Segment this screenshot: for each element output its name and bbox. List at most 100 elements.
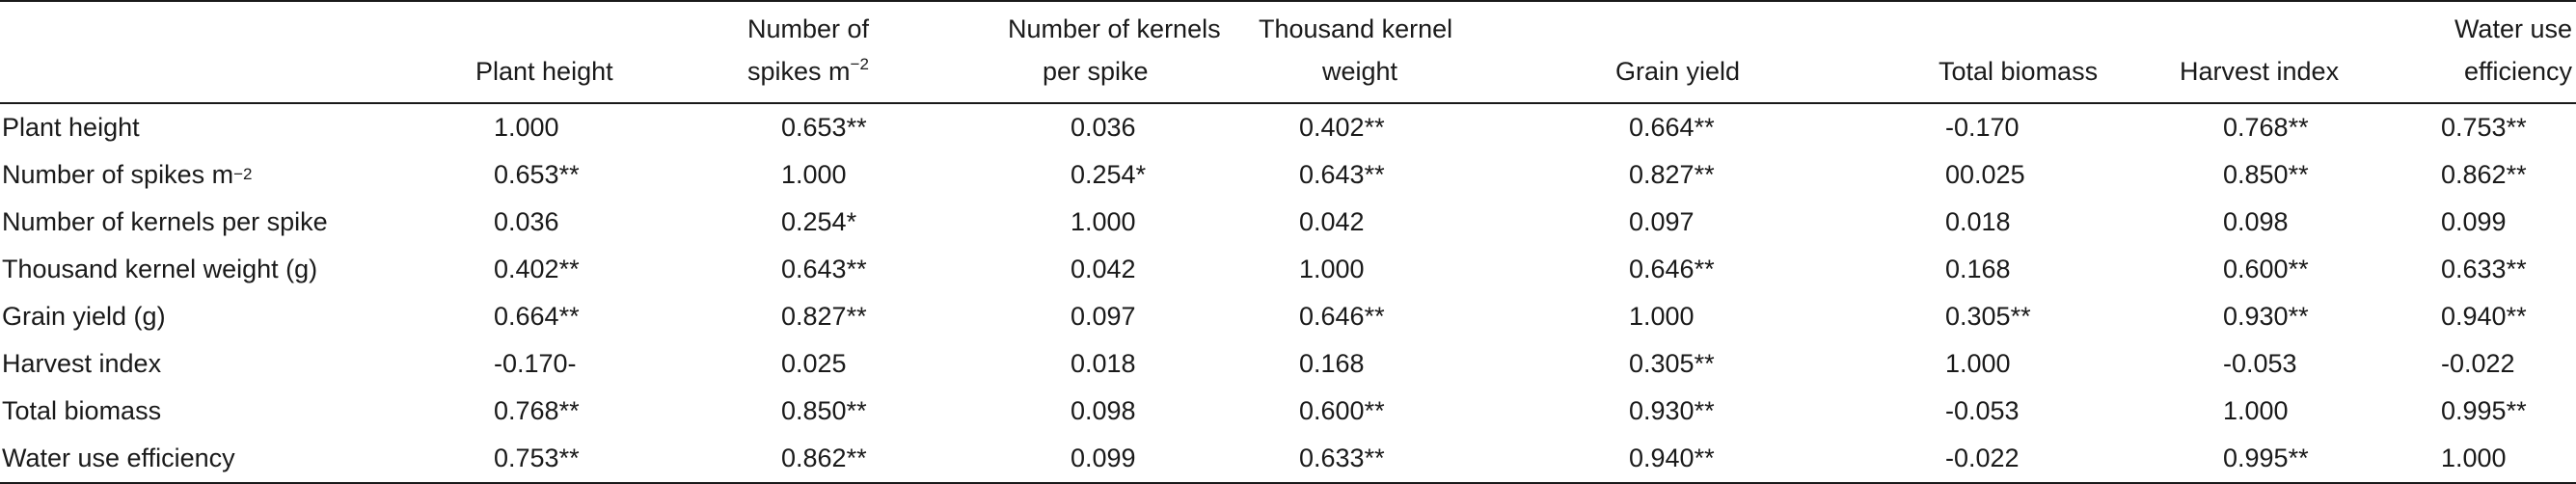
table-cell: 0.633** — [2441, 255, 2527, 283]
table-cell: 0.168 — [1945, 255, 2011, 283]
table-header: Plant height Number of spikes m−2 Number… — [0, 1, 2576, 104]
table-cell: 0.018 — [1071, 349, 1136, 378]
row-label: Harvest index — [0, 340, 410, 388]
column-header-spikes: Number of spikes m−2 — [699, 1, 984, 104]
column-header-line-2: spikes m — [747, 57, 851, 86]
table-cell: 0.862** — [781, 444, 867, 472]
table-cell: 0.753** — [494, 444, 580, 472]
table-cell: 0.097 — [1629, 207, 1695, 236]
table-cell: 0.995** — [2223, 444, 2309, 472]
column-header-text: Total biomass — [1939, 57, 2099, 86]
column-header-line-2: per spike — [1043, 57, 1149, 86]
row-label-text: Number of spikes m — [2, 160, 234, 189]
row-label-text: Water use efficiency — [2, 444, 235, 472]
table-cell: 0.768** — [2223, 113, 2309, 142]
table-cell: 0.098 — [1071, 396, 1136, 425]
table-cell: 1.000 — [1629, 302, 1695, 331]
table-cell: 0.036 — [1071, 113, 1136, 142]
table-cell: 0.827** — [781, 302, 867, 331]
row-label-text: Thousand kernel weight (g) — [2, 255, 318, 283]
column-header-kernels-per-spike: Number of kernels per spike — [984, 1, 1259, 104]
table-cell: 0.402** — [1299, 113, 1385, 142]
table-cell: 1.000 — [781, 160, 847, 189]
table-cell: 1.000 — [1299, 255, 1365, 283]
table-cell: -0.022 — [2441, 349, 2515, 378]
table-cell: 0.042 — [1071, 255, 1136, 283]
table-cell: 0.646** — [1629, 255, 1715, 283]
column-header-line-1: Number of kernels — [1008, 14, 1221, 43]
table-cell: 1.000 — [2441, 444, 2507, 472]
column-header-text: Harvest index — [2180, 57, 2340, 86]
table-cell: -0.053 — [1945, 396, 2020, 425]
table-cell: 0.664** — [1629, 113, 1715, 142]
table-cell: 0.995** — [2441, 396, 2527, 425]
table-row: Grain yield (g) 0.664** 0.827** 0.097 0.646*… — [0, 293, 2576, 340]
column-header-text: Grain yield — [1615, 57, 1741, 86]
column-header-plant-height: Plant height — [410, 1, 699, 104]
table-cell: 0.600** — [1299, 396, 1385, 425]
column-header-line-1: Thousand kernel — [1259, 14, 1453, 43]
table-row: Harvest index -0.170- 0.025 0.018 0.168 0.305… — [0, 340, 2576, 388]
column-header-line-1: Water use — [2454, 14, 2572, 43]
table-cell: -0.170- — [494, 349, 577, 378]
column-header-line-2: efficiency — [2463, 57, 2572, 86]
table-row: Water use efficiency 0.753** 0.862** 0.099 0… — [0, 435, 2576, 483]
header-corner — [0, 1, 410, 104]
column-header-grain-yield: Grain yield — [1538, 1, 1832, 104]
header-row: Plant height Number of spikes m−2 Number… — [0, 1, 2576, 104]
table-cell: 0.753** — [2441, 113, 2527, 142]
column-header-text: Plant height — [475, 57, 613, 86]
row-label: Thousand kernel weight (g) — [0, 246, 410, 293]
table-cell: 0.305** — [1945, 302, 2031, 331]
table-cell: -0.170 — [1945, 113, 2020, 142]
column-header-water-use-efficiency: Water use efficiency — [2387, 1, 2576, 104]
table-cell: 0.254* — [781, 207, 857, 236]
table-cell: 0.653** — [781, 113, 867, 142]
row-label-text: Plant height — [2, 113, 140, 142]
row-label: Water use efficiency — [0, 435, 410, 483]
table-cell: -0.022 — [1945, 444, 2020, 472]
row-label-text: Harvest index — [2, 349, 162, 378]
table-row: Total biomass 0.768** 0.850** 0.098 0.600** 0… — [0, 388, 2576, 435]
column-header-harvest-index: Harvest index — [2107, 1, 2387, 104]
column-header-thousand-kernel-weight: Thousand kernel weight — [1259, 1, 1538, 104]
table-cell: 0.042 — [1299, 207, 1365, 236]
table-cell: 1.000 — [2223, 396, 2289, 425]
table-row: Plant height 1.000 0.653** 0.036 0.402** 0.66… — [0, 103, 2576, 151]
table-cell: 0.097 — [1071, 302, 1136, 331]
table-cell: 0.099 — [1071, 444, 1136, 472]
row-label-text: Total biomass — [2, 396, 162, 425]
row-label: Grain yield (g) — [0, 293, 410, 340]
table-row: Number of spikes m−2 0.653** 1.000 0.254* 0.… — [0, 151, 2576, 199]
table-cell: 0.168 — [1299, 349, 1365, 378]
row-label-text: Grain yield (g) — [2, 302, 166, 331]
superscript: −2 — [233, 165, 253, 183]
table-cell: 0.768** — [494, 396, 580, 425]
column-header-line-2: weight — [1322, 57, 1398, 86]
table-cell: 0.940** — [2441, 302, 2527, 331]
row-label: Number of kernels per spike — [0, 199, 410, 246]
table-cell: 0.633** — [1299, 444, 1385, 472]
table-cell: 0.025 — [781, 349, 847, 378]
table-cell: 0.254* — [1071, 160, 1147, 189]
table-cell: 1.000 — [494, 113, 559, 142]
row-label-text: Number of kernels per spike — [2, 207, 328, 236]
row-label: Number of spikes m−2 — [0, 151, 410, 199]
row-label: Plant height — [0, 103, 410, 151]
table-row: Number of kernels per spike 0.036 0.254* 1.… — [0, 199, 2576, 246]
table-cell: 0.940** — [1629, 444, 1715, 472]
table-cell: 0.850** — [781, 396, 867, 425]
table-cell: 0.643** — [781, 255, 867, 283]
table-cell: 0.402** — [494, 255, 580, 283]
table-cell: 0.018 — [1945, 207, 2011, 236]
table-cell: 1.000 — [1071, 207, 1136, 236]
table-cell: 0.099 — [2441, 207, 2507, 236]
table-cell: 0.930** — [2223, 302, 2309, 331]
table-cell: 0.664** — [494, 302, 580, 331]
table-cell: 0.827** — [1629, 160, 1715, 189]
table-cell: 0.643** — [1299, 160, 1385, 189]
table-cell: 0.653** — [494, 160, 580, 189]
table-cell: 0.930** — [1629, 396, 1715, 425]
